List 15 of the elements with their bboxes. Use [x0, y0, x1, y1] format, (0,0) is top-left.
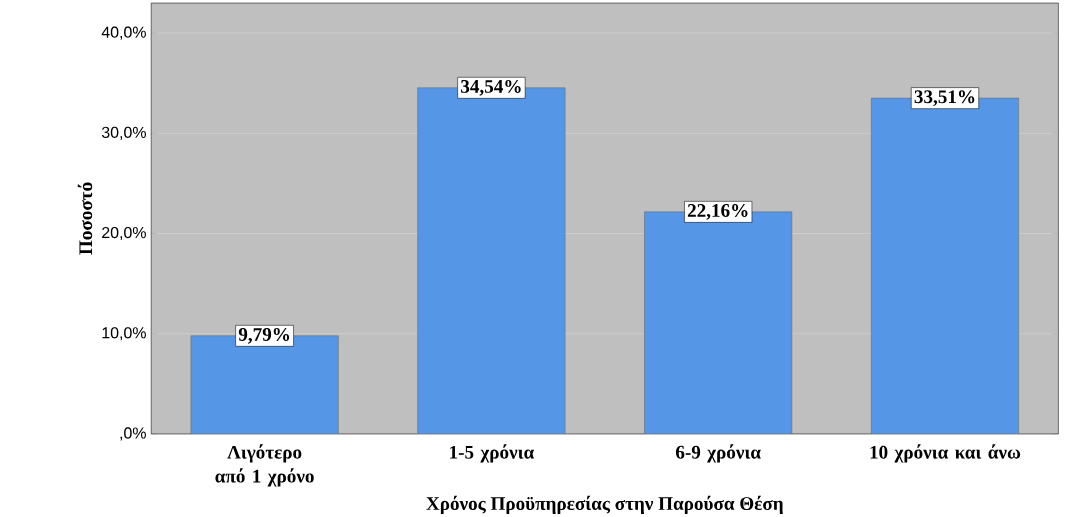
y-tick-label: 40,0%: [101, 26, 146, 40]
data-label: 9,79%: [238, 327, 290, 344]
y-axis-title: Ποσοστό: [77, 182, 93, 255]
y-tick-label: 10,0%: [102, 327, 146, 341]
x-tick-label: Λιγότερο από 1 χρόνο: [215, 444, 314, 487]
x-tick-label: 10 χρόνια και άνω: [870, 444, 1021, 463]
x-tick-label: 6-9 χρόνια: [676, 444, 761, 463]
y-tick-label: 20,0%: [102, 226, 146, 241]
x-axis-title: Χρόνος Προϋπηρεσίας στην Παρούσα Θέση: [426, 495, 783, 514]
data-label: 33,51%: [914, 90, 975, 106]
y-tick-label: ,0%: [120, 427, 146, 441]
x-tick-label: 1-5 χρόνια: [450, 444, 535, 463]
y-tick-label: 30,0%: [101, 126, 146, 140]
data-label: 34,54%: [461, 79, 521, 96]
data-label: 22,16%: [687, 203, 748, 220]
